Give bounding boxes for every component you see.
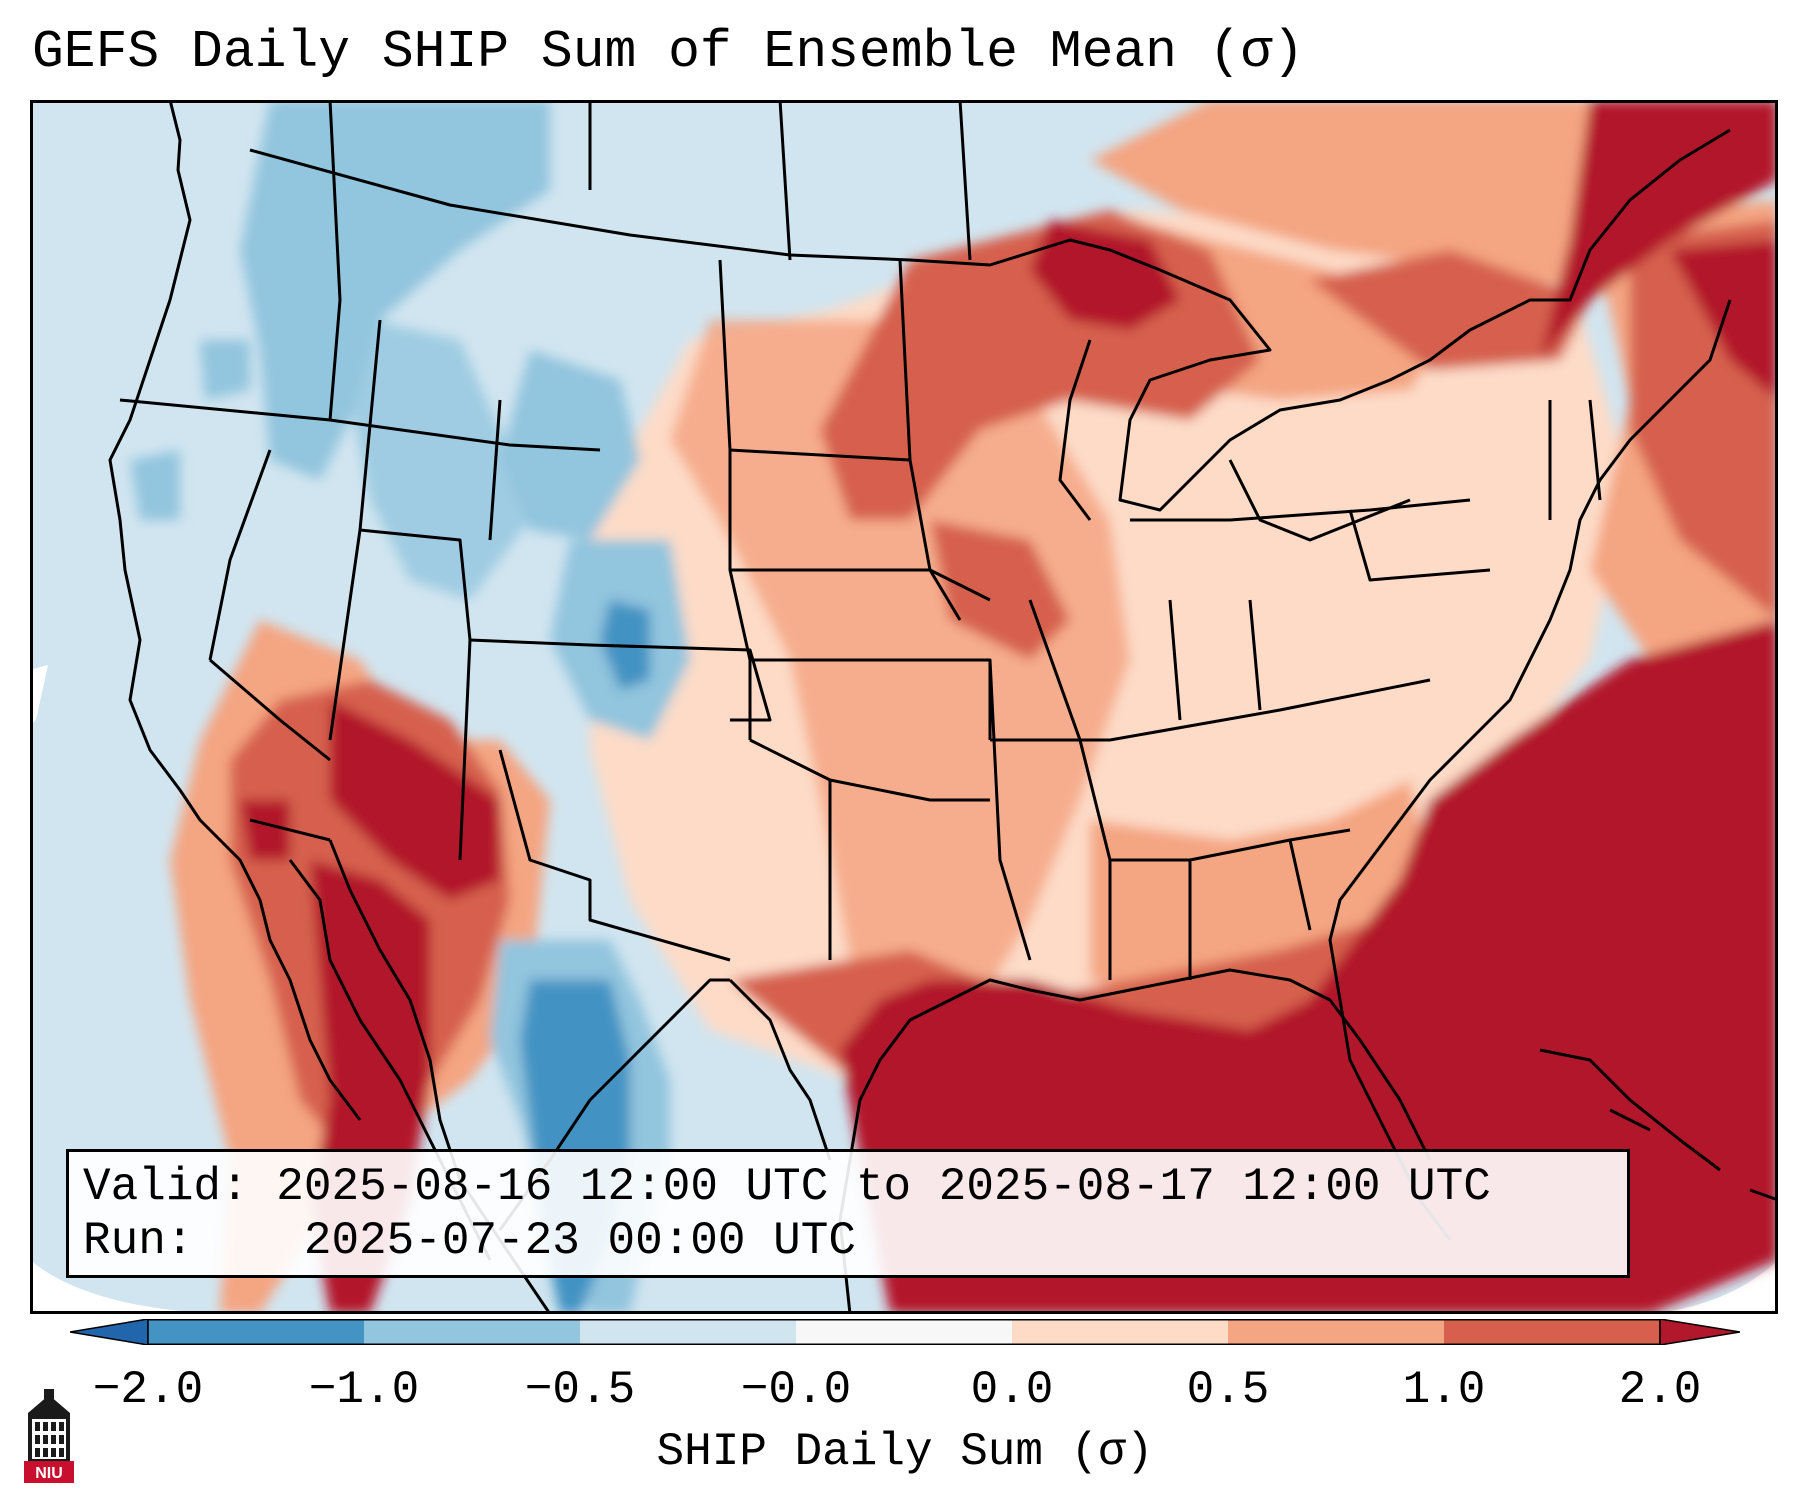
colorbar <box>70 1319 1740 1345</box>
boundary-lines <box>108 100 1732 1314</box>
colorbar-bin-6 <box>1228 1319 1444 1345</box>
colorbar-over-triangle <box>1659 1319 1740 1345</box>
colorbar-tick-label: 0.0 <box>970 1364 1054 1416</box>
logo-text: NIU <box>35 1465 63 1482</box>
anomaly-field <box>130 100 1778 1314</box>
university-building-icon: NIU <box>24 1389 74 1483</box>
colorbar-tick-label: 1.0 <box>1402 1364 1486 1416</box>
colorbar-tick-label: −0.0 <box>740 1364 852 1416</box>
valid-value: 2025-08-16 12:00 UTC to 2025-08-17 12:00… <box>276 1161 1491 1213</box>
colorbar-bin-3 <box>580 1319 796 1345</box>
map-border <box>30 100 1778 1314</box>
colorbar-tick-label: −2.0 <box>92 1364 204 1416</box>
colorbar-tick-label: −0.5 <box>524 1364 636 1416</box>
colorbar-bin-4 <box>796 1319 1012 1345</box>
map-title: GEFS Daily SHIP Sum of Ensemble Mean (σ) <box>32 22 1305 82</box>
colorbar-label: SHIP Daily Sum (σ) <box>656 1426 1154 1478</box>
colorbar-bin-1 <box>148 1319 364 1345</box>
colorbar-under-triangle <box>70 1319 149 1345</box>
domain-edge-right <box>1650 1260 1778 1314</box>
map-panel[interactable] <box>30 100 1778 1314</box>
colorbar-bin-5 <box>1012 1319 1228 1345</box>
colorbar-tick-label: −1.0 <box>308 1364 420 1416</box>
colorbar-tick-label: 2.0 <box>1618 1364 1702 1416</box>
caribbean-islands <box>1539 1048 1778 1202</box>
run-line: Run: 2025-07-23 00:00 UTC <box>83 1214 1613 1268</box>
run-label: Run: <box>83 1215 194 1267</box>
valid-label: Valid: <box>83 1161 249 1213</box>
colorbar-bin-2 <box>364 1319 580 1345</box>
run-info-box: Valid: 2025-08-16 12:00 UTC to 2025-08-1… <box>66 1149 1630 1278</box>
colorbar-bin-7 <box>1444 1319 1660 1345</box>
domain-edge-left-notch <box>30 665 48 725</box>
run-value: 2025-07-23 00:00 UTC <box>303 1215 856 1267</box>
colorbar-tick-label: 0.5 <box>1186 1364 1270 1416</box>
domain-edge-left <box>30 1260 230 1314</box>
valid-line: Valid: 2025-08-16 12:00 UTC to 2025-08-1… <box>83 1160 1613 1214</box>
